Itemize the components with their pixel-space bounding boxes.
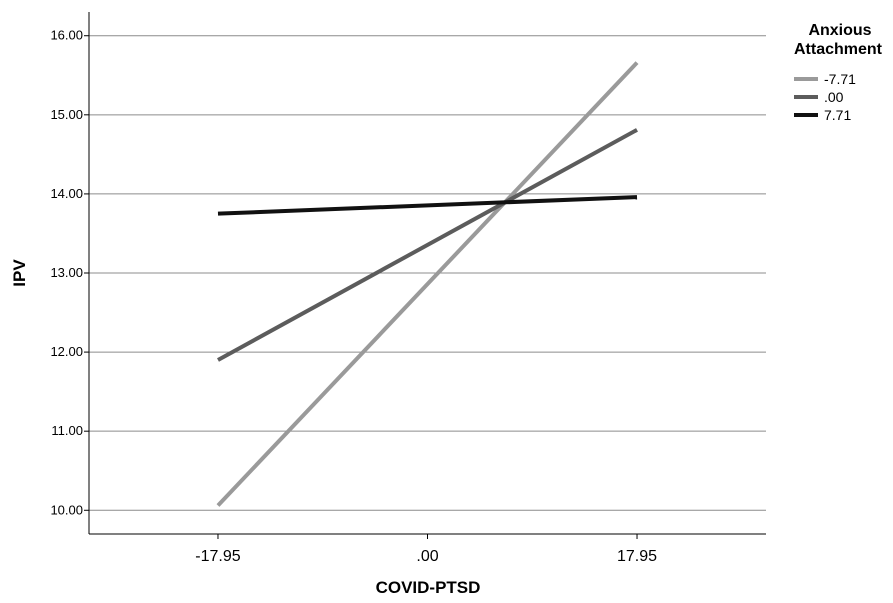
legend-title-line-1: Anxious	[808, 22, 871, 39]
legend-label-1: .00	[824, 89, 844, 105]
y-axis-title: IPV	[10, 259, 29, 287]
y-tick-label-2: 12.00	[50, 344, 83, 359]
series-lines	[216, 61, 639, 507]
legend: Anxious Attachment -7.71 .00 7.71	[794, 22, 883, 123]
x-ticks: -17.95 .00 17.95	[195, 534, 657, 565]
y-tick-label-0: 10.00	[50, 502, 83, 517]
legend-items: -7.71 .00 7.71	[794, 71, 856, 123]
y-tick-label-5: 15.00	[50, 107, 83, 122]
y-ticks: 10.00 11.00 12.00 13.00 14.00 15.00 16.00	[50, 28, 89, 517]
x-tick-label-2: 17.95	[617, 548, 657, 565]
series-line-1	[217, 128, 638, 362]
x-tick-label-1: .00	[416, 548, 438, 565]
legend-label-0: -7.71	[824, 71, 856, 87]
legend-label-2: 7.71	[824, 107, 851, 123]
series-line-0	[216, 61, 639, 507]
y-tick-label-3: 13.00	[50, 265, 83, 280]
y-tick-label-6: 16.00	[50, 28, 83, 43]
series-line-2	[217, 195, 638, 216]
legend-title-line-2: Attachment	[794, 41, 883, 58]
gridlines	[89, 35, 766, 511]
y-tick-label-1: 11.00	[51, 423, 83, 438]
y-tick-label-4: 14.00	[50, 186, 83, 201]
x-tick-label-0: -17.95	[195, 548, 240, 565]
x-axis-title: COVID-PTSD	[376, 578, 481, 597]
